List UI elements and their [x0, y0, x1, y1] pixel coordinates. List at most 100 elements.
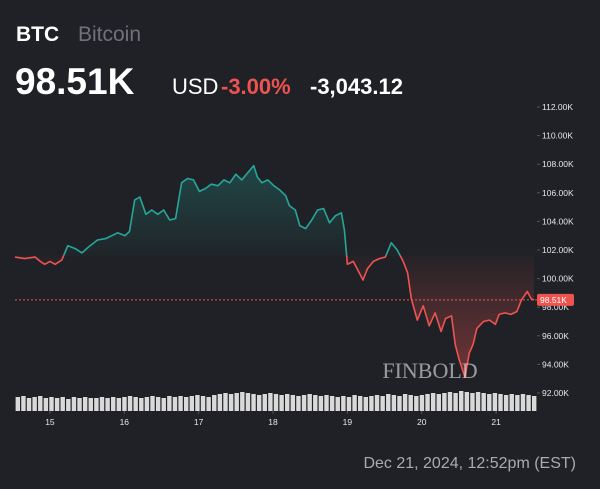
- volume-bar: [139, 398, 144, 411]
- volume-bar: [38, 396, 43, 411]
- volume-bar: [234, 393, 239, 411]
- x-tick-label: 18: [268, 417, 278, 427]
- volume-bar: [386, 394, 391, 411]
- volume-bar: [346, 397, 352, 411]
- volume-bar: [520, 394, 526, 411]
- volume-bar: [425, 394, 430, 411]
- volume-bar: [442, 393, 447, 411]
- volume-bar: [26, 398, 32, 411]
- volume-bar: [492, 393, 498, 411]
- y-tick-label: 100.00K: [542, 274, 574, 284]
- x-tick-label: 20: [417, 417, 427, 427]
- volume-bar: [21, 396, 26, 411]
- y-tick-label: 94.00K: [542, 359, 569, 369]
- volume-bar: [526, 395, 531, 411]
- volume-bar: [228, 394, 234, 411]
- x-tick-label: 19: [343, 417, 353, 427]
- volume-bar: [279, 395, 284, 411]
- currency: USD: [172, 74, 218, 99]
- volume-bar: [49, 397, 54, 411]
- volume-bar: [408, 395, 413, 411]
- volume-bar: [402, 394, 408, 411]
- price-marker-box: [537, 293, 574, 306]
- volume-bar: [296, 396, 301, 411]
- volume-bar: [430, 393, 436, 411]
- y-tick-label: 112.00K: [542, 102, 573, 112]
- volume-bar: [509, 394, 514, 411]
- volume-bar: [268, 393, 273, 411]
- volume-bar: [329, 396, 335, 411]
- y-tick-label: 110.00K: [542, 131, 573, 141]
- volume-bar: [464, 392, 470, 411]
- volume-bar: [172, 397, 178, 411]
- volume-bar: [318, 396, 324, 411]
- volume-bar: [487, 394, 492, 411]
- volume-bar: [178, 396, 183, 411]
- volume-bar: [285, 394, 290, 411]
- price-area: [15, 165, 534, 378]
- volume-bar: [313, 395, 318, 411]
- symbol: BTC: [16, 23, 59, 46]
- volume-bar: [481, 393, 486, 411]
- volume-bar: [531, 396, 537, 411]
- volume-bar: [498, 394, 503, 411]
- volume-bar: [459, 391, 464, 411]
- volume-bar: [195, 395, 200, 411]
- asset-name: Bitcoin: [78, 23, 141, 46]
- volume-bar: [133, 397, 138, 411]
- volume-bar: [200, 396, 206, 411]
- volume-bar: [88, 398, 93, 411]
- volume-bar: [357, 396, 363, 411]
- volume-bar: [245, 393, 251, 411]
- volume-bar: [341, 396, 346, 411]
- volume-bar: [335, 397, 340, 411]
- volume-bar: [105, 398, 110, 411]
- volume-bar: [144, 397, 150, 411]
- volume-bar: [183, 397, 189, 411]
- volume-bar: [397, 396, 402, 411]
- volume-bar: [273, 394, 279, 411]
- volume-bar: [436, 394, 441, 411]
- volume-bar: [122, 397, 127, 411]
- volume-bar: [363, 397, 369, 411]
- volume-bar: [15, 397, 21, 411]
- volume-bar: [324, 395, 329, 411]
- volume-bar: [475, 392, 481, 411]
- volume-bar: [161, 398, 166, 411]
- x-tick-label: 16: [120, 417, 130, 427]
- volume-bar: [66, 399, 71, 411]
- volume-bar: [470, 393, 475, 411]
- volume-bar: [419, 395, 425, 411]
- volume-bar: [167, 396, 172, 411]
- volume-bar: [447, 392, 453, 411]
- volume-bar: [223, 393, 228, 411]
- volume-bar: [116, 398, 122, 411]
- change-percent: -3.00%: [221, 74, 291, 99]
- volume-bar: [43, 398, 49, 411]
- volume-bar: [111, 397, 116, 411]
- volume-bar: [240, 392, 245, 411]
- y-tick-label: 96.00K: [542, 331, 569, 341]
- volume-bar: [94, 398, 99, 411]
- volume-bar: [32, 397, 37, 411]
- watermark: FINBOLD: [382, 358, 477, 383]
- volume-bar: [290, 395, 296, 411]
- volume-bar: [369, 396, 374, 411]
- volume-bar: [127, 396, 133, 411]
- volume-bar: [77, 398, 82, 411]
- volume-bar: [82, 397, 88, 411]
- volume-bar: [71, 397, 77, 411]
- volume-bar: [150, 396, 155, 411]
- price: 98.51K: [15, 61, 135, 102]
- x-tick-label: 15: [45, 417, 55, 427]
- y-tick-label: 98.00K: [542, 302, 569, 312]
- volume-bar: [352, 395, 357, 411]
- volume-bar: [307, 394, 312, 411]
- volume-bar: [503, 395, 509, 411]
- volume-bar: [206, 397, 211, 411]
- volume-bar: [262, 394, 267, 411]
- x-tick-label: 21: [491, 417, 501, 427]
- volume-bar: [391, 395, 397, 411]
- volume-bar: [189, 396, 195, 411]
